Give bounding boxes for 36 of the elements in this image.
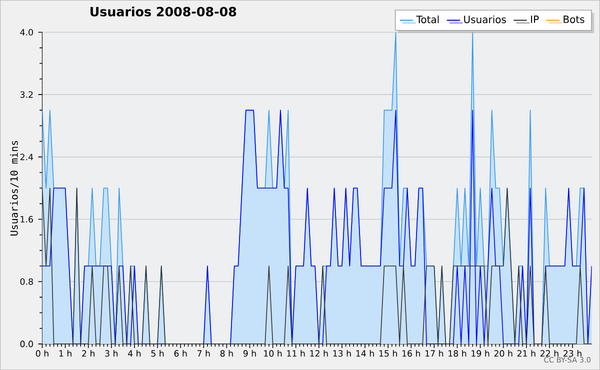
legend-label: Total (416, 15, 439, 24)
x-tick-label: 11 h (287, 350, 305, 356)
x-tick-label: 1 h (59, 350, 72, 356)
x-tick-label: 3 h (105, 350, 118, 357)
x-tick-label: 5 h (151, 350, 164, 357)
legend-label: Usuarios (464, 15, 506, 24)
legend-label: Bots (564, 16, 584, 23)
y-tick-label: 0.8 (20, 278, 33, 285)
x-tick-label: 14 h (356, 350, 374, 356)
y-tick-label: 2.4 (20, 154, 34, 160)
legend-label: IP (531, 16, 539, 23)
x-tick-label: 8 h (220, 350, 233, 357)
x-tick-label: 13 h (333, 350, 351, 357)
x-tick-label: 0 h (36, 350, 48, 357)
x-tick-label: 20 h (494, 350, 512, 357)
x-tick-label: 10 h (264, 350, 282, 357)
x-tick-label: 4 h (128, 350, 141, 356)
y-tick-label: 3.2 (20, 91, 33, 98)
x-tick-label: 21 h (517, 350, 536, 356)
y-tick-label: 4.0 (20, 28, 33, 36)
x-tick-label: 17 h (426, 350, 444, 356)
x-tick-label: 23 h (564, 350, 582, 357)
x-tick-label: 6 h (174, 350, 187, 357)
x-tick-label: 9 h (243, 350, 256, 357)
x-tick-label: 16 h (402, 350, 420, 357)
x-tick-label: 2 h (82, 350, 94, 356)
x-tick-label: 18 h (448, 350, 466, 357)
x-tick-label: 22 h (540, 350, 558, 356)
x-tick-label: 15 h (379, 350, 397, 357)
chart-title: Usuarios 2008-08-08 (90, 6, 236, 16)
x-tick-label: 7 h (197, 350, 210, 356)
x-tick-label: 19 h (472, 350, 490, 357)
x-tick-label: 12 h (310, 350, 328, 356)
y-axis-title: Usuarios/10 mins (10, 140, 19, 236)
y-tick-label: 1.6 (20, 216, 33, 222)
y-tick-label: 0.0 (20, 340, 33, 348)
